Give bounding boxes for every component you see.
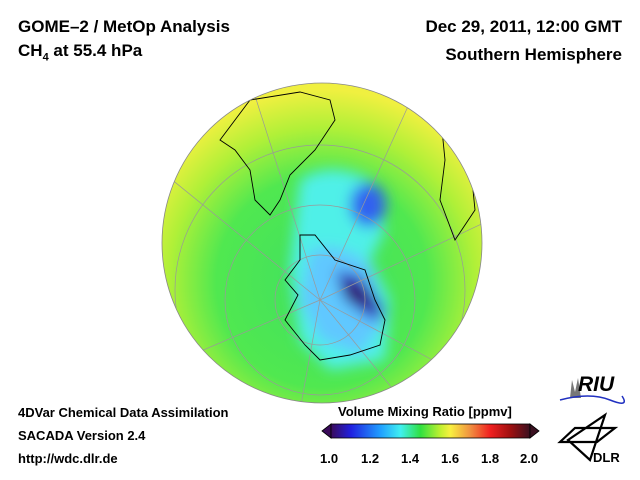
region-label: Southern Hemisphere — [445, 45, 622, 64]
datetime-label: Dec 29, 2011, 12:00 GMT — [425, 17, 622, 36]
south-america-outline — [219, 91, 336, 216]
colorbar-tick: 1.8 — [481, 451, 500, 466]
colorbar-max-arrow — [529, 423, 540, 439]
dlr-logo-text: DLR — [593, 450, 620, 465]
colorbar — [330, 423, 531, 439]
url-link[interactable]: http://wdc.dlr.de — [18, 451, 118, 466]
methane-field — [290, 170, 390, 370]
colorbar-tick: 1.4 — [401, 451, 420, 466]
method-label: 4DVar Chemical Data Assimilation — [18, 405, 229, 420]
antarctica-outline — [284, 234, 386, 361]
colorbar-min-arrow — [321, 423, 332, 439]
riu-logo-text: RIU — [578, 373, 615, 396]
colorbar-tick: 2.0 — [520, 451, 539, 466]
colorbar-tick: 1.0 — [320, 451, 339, 466]
dlr-logo — [557, 412, 619, 462]
species-subscript: 4 — [42, 51, 49, 64]
version-label: SACADA Version 2.4 — [18, 428, 146, 443]
colorbar-title: Volume Mixing Ratio [ppmv] — [338, 404, 512, 419]
map-title: GOME–2 / MetOp Analysis — [18, 17, 230, 36]
species-label: CH4 at 55.4 hPa — [18, 41, 142, 63]
colorbar-tick: 1.2 — [361, 451, 380, 466]
riu-logo — [559, 378, 625, 404]
pressure-level: at 55.4 hPa — [48, 41, 143, 60]
colorbar-tick: 1.6 — [441, 451, 460, 466]
species-name: CH — [18, 41, 43, 60]
